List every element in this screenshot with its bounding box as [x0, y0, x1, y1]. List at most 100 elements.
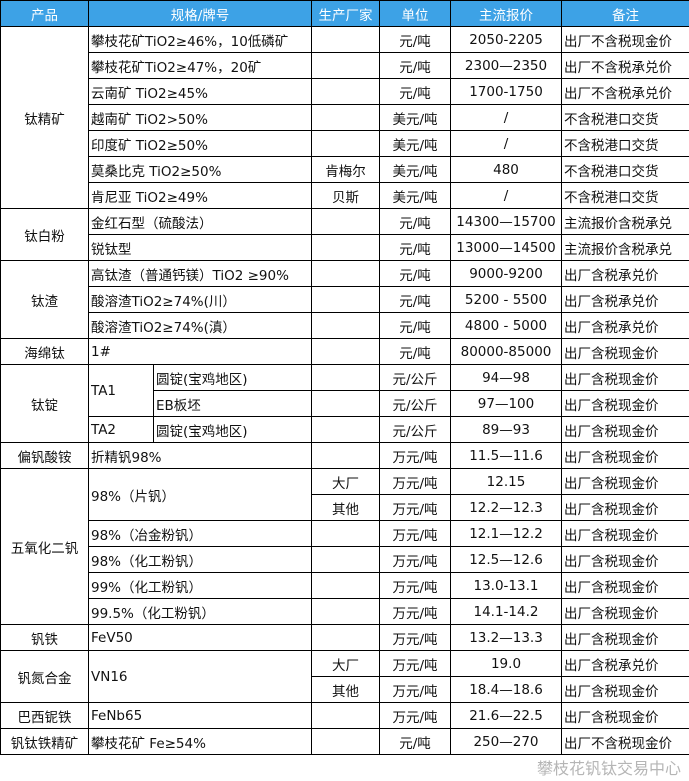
price-cell: 14.1-14.2: [450, 598, 562, 625]
unit-cell: 万元/吨: [379, 624, 451, 651]
price-cell: 13.0-13.1: [450, 572, 562, 599]
unit-cell: 元/吨: [379, 312, 451, 339]
table-row: 五氧化二钒 98%（片钒） 大厂 万元/吨 12.15 出厂含税现金价: [0, 468, 689, 625]
table-row: 印度矿 TiO2≥50% 美元/吨 / 不含税港口交货: [1, 130, 689, 157]
price-cell: 4800 - 5000: [450, 312, 562, 339]
producer-cell: 大厂: [311, 650, 380, 677]
note-cell: 出厂含税承兑价: [561, 260, 689, 287]
price-cell: 14300—15700: [450, 208, 562, 235]
spec-cell: VN16: [88, 650, 312, 703]
product-cell: 钛白粉: [0, 208, 89, 261]
note-cell: 出厂不含税承兑价: [561, 78, 689, 105]
price-cell: 2050-2205: [450, 26, 562, 53]
note-cell: 出厂不含税承兑价: [561, 52, 689, 79]
producer-cell: [311, 26, 380, 53]
note-cell: 出厂含税现金价: [561, 468, 689, 495]
note-cell: 不含税港口交货: [561, 182, 689, 209]
table-row: 99%（化工粉钒） 万元/吨 13.0-13.1 出厂含税现金价: [1, 572, 689, 599]
price-cell: /: [450, 104, 562, 131]
producer-cell: [311, 598, 380, 625]
price-cell: 94—98: [450, 364, 562, 391]
note-cell: 出厂含税现金价: [561, 494, 689, 521]
unit-cell: 万元/吨: [379, 546, 451, 573]
unit-cell: 美元/吨: [379, 130, 451, 157]
producer-cell: 其他: [311, 494, 380, 521]
producer-cell: [311, 52, 380, 79]
note-cell: 不含税港口交货: [561, 104, 689, 131]
spec-cell: 莫桑比克 TiO2≥50%: [88, 156, 312, 183]
header-product: 产品: [0, 0, 89, 27]
unit-cell: 元/吨: [379, 286, 451, 313]
table-row: 其他 万元/吨 18.4—18.6 出厂含税现金价: [1, 676, 689, 703]
price-cell: 80000-85000: [450, 338, 562, 365]
table-row: 越南矿 TiO2>50% 美元/吨 / 不含税港口交货: [1, 104, 689, 131]
unit-cell: 万元/吨: [379, 598, 451, 625]
table-row: TA2 圆锭(宝鸡地区) 元/公斤 89—93 出厂含税现金价: [1, 416, 689, 443]
header-producer: 生产厂家: [311, 0, 380, 27]
product-cell: 五氧化二钒: [0, 468, 89, 625]
spec-cell: 攀枝花矿 Fe≥54%: [88, 728, 312, 755]
table-row: 钒铁 FeV50 万元/吨 13.2—13.3 出厂含税现金价: [0, 624, 689, 651]
price-cell: /: [450, 130, 562, 157]
table-row: 其他 万元/吨 12.2—12.3 出厂含税现金价: [1, 494, 689, 521]
table-row: 钒钛铁精矿 攀枝花矿 Fe≥54% 元/吨 250—270 出厂不含税现金价: [0, 728, 689, 755]
unit-cell: 万元/吨: [379, 676, 451, 703]
price-cell: 250—270: [450, 728, 562, 755]
note-cell: 出厂含税现金价: [561, 338, 689, 365]
spec-cell: 印度矿 TiO2≥50%: [88, 130, 312, 157]
unit-cell: 美元/吨: [379, 182, 451, 209]
table-row: 钛锭 TA1 圆锭(宝鸡地区) 元/公斤 94—98 出厂含税现金价: [0, 364, 689, 443]
product-cell: 海绵钛: [0, 338, 89, 365]
producer-cell: [311, 234, 380, 261]
price-cell: 2300—2350: [450, 52, 562, 79]
producer-cell: [311, 520, 380, 547]
table-body: 钛精矿 攀枝花矿TiO2≥46%，10低磷矿 元/吨 2050-2205 出厂不含税现金…: [0, 26, 689, 755]
table-row: 钛渣 高钛渣（普通钙镁）TiO2 ≥90% 元/吨 9000-9200 出厂含税承兑价: [0, 260, 689, 339]
header-unit: 单位: [379, 0, 451, 27]
producer-cell: [311, 338, 380, 365]
watermark: 攀枝花钒钛交易中心: [536, 759, 681, 778]
note-cell: 出厂含税现金价: [561, 546, 689, 573]
spec-cell: 98%（片钒）: [88, 468, 312, 521]
table-row: 99.5%（化工粉钒） 万元/吨 14.1-14.2 出厂含税现金价: [1, 598, 689, 625]
table-row: 肯尼亚 TiO2≥49% 贝斯 美元/吨 / 不含税港口交货: [1, 182, 689, 209]
note-cell: 出厂含税现金价: [561, 676, 689, 703]
producer-cell: 肯梅尔: [311, 156, 380, 183]
table-row: 钛精矿 攀枝花矿TiO2≥46%，10低磷矿 元/吨 2050-2205 出厂不含税现金…: [0, 26, 689, 209]
note-cell: 出厂含税现金价: [561, 520, 689, 547]
spec-cell: 越南矿 TiO2>50%: [88, 104, 312, 131]
producer-cell: [311, 442, 380, 469]
table-row: 云南矿 TiO2≥45% 元/吨 1700-1750 出厂不含税承兑价: [1, 78, 689, 105]
producer-cell: [311, 78, 380, 105]
price-cell: 12.15: [450, 468, 562, 495]
product-cell: 钒铁: [0, 624, 89, 651]
note-cell: 出厂含税现金价: [561, 702, 689, 729]
price-cell: 12.5—12.6: [450, 546, 562, 573]
note-cell: 出厂含税现金价: [561, 442, 689, 469]
note-cell: 出厂含税现金价: [561, 390, 689, 417]
note-cell: 出厂不含税现金价: [561, 26, 689, 53]
spec-cell: FeV50: [88, 624, 312, 651]
table-row: 莫桑比克 TiO2≥50% 肯梅尔 美元/吨 480 不含税港口交货: [1, 156, 689, 183]
product-cell: 钒氮合金: [0, 650, 89, 703]
spec-cell: 98%（冶金粉钒）: [88, 520, 312, 547]
sub-spec-cell: EB板坯: [153, 390, 312, 417]
table-row: 酸溶渣TiO2≥74%(滇） 元/吨 4800 - 5000 出厂含税承兑价: [1, 312, 689, 339]
table-row: 锐钛型 元/吨 13000—14500 主流报价含税承兑: [1, 234, 689, 261]
note-cell: 不含税港口交货: [561, 130, 689, 157]
unit-cell: 万元/吨: [379, 520, 451, 547]
product-cell: 钒钛铁精矿: [0, 728, 89, 755]
unit-cell: 万元/吨: [379, 494, 451, 521]
note-cell: 出厂含税承兑价: [561, 286, 689, 313]
table-row: 钛白粉 金红石型（硫酸法） 元/吨 14300—15700 主流报价含税承兑: [0, 208, 689, 261]
table-row: 海绵钛 1# 元/吨 80000-85000 出厂含税现金价: [0, 338, 689, 365]
spec-cell: FeNb65: [88, 702, 312, 729]
spec-cell: 高钛渣（普通钙镁）TiO2 ≥90%: [88, 260, 312, 287]
table-row: 巴西铌铁 FeNb65 万元/吨 21.6—22.5 出厂含税现金价: [0, 702, 689, 729]
spec-cell: 肯尼亚 TiO2≥49%: [88, 182, 312, 209]
price-cell: 13000—14500: [450, 234, 562, 261]
table-row: 攀枝花矿TiO2≥47%，20矿 元/吨 2300—2350 出厂不含税承兑价: [1, 52, 689, 79]
price-cell: /: [450, 182, 562, 209]
price-cell: 5200 - 5500: [450, 286, 562, 313]
unit-cell: 万元/吨: [379, 702, 451, 729]
